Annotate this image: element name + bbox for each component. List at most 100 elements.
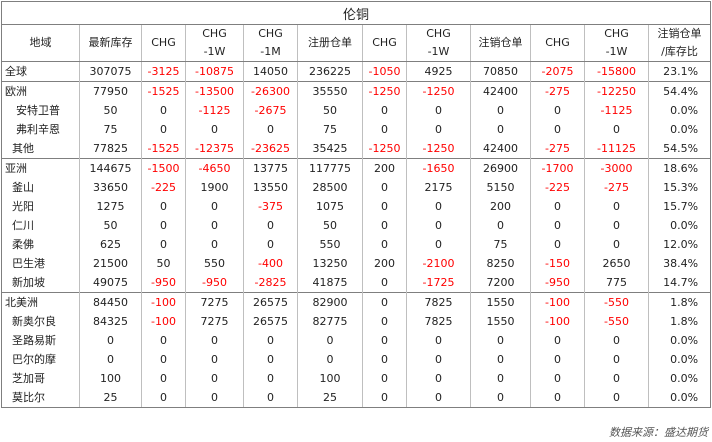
table-row: 芝加哥 100 0 0 0 100 0 0 0 0 0 0.0% — [1, 369, 712, 388]
value-cell: 0 — [530, 388, 585, 408]
value-cell: 0 — [362, 388, 407, 408]
value-cell: 0 — [185, 120, 244, 139]
ratio-cell: 15.3% — [648, 178, 712, 197]
value-cell: 75 — [79, 120, 142, 139]
value-cell: 0 — [362, 331, 407, 350]
region-name: 芝加哥 — [1, 369, 80, 388]
value-cell: -1650 — [406, 158, 471, 178]
value-cell: -12250 — [584, 81, 649, 101]
value-cell: -1125 — [584, 101, 649, 120]
value-cell: 8250 — [470, 254, 531, 273]
value-cell: 35425 — [297, 139, 363, 159]
header-latest-stock: 最新库存 — [79, 24, 142, 62]
value-cell: 307075 — [79, 61, 142, 82]
value-cell: -1725 — [406, 273, 471, 293]
value-cell: -2075 — [530, 61, 585, 82]
value-cell: 0 — [141, 216, 186, 235]
header-chg: CHG — [141, 24, 186, 62]
header-row: 地域 最新库存 CHG CHG -1W CHG -1M 注册仓单 CHG CHG -1… — [1, 24, 712, 62]
value-cell: 2650 — [584, 254, 649, 273]
value-cell: 25 — [297, 388, 363, 408]
ratio-cell: 1.8% — [648, 292, 712, 312]
value-cell: -1250 — [406, 139, 471, 159]
ratio-cell: 0.0% — [648, 216, 712, 235]
value-cell: -1250 — [406, 81, 471, 101]
ratio-cell: 0.0% — [648, 369, 712, 388]
value-cell: -100 — [530, 292, 585, 312]
value-cell: 84450 — [79, 292, 142, 312]
value-cell: 0 — [362, 101, 407, 120]
value-cell: 21500 — [79, 254, 142, 273]
value-cell: -950 — [185, 273, 244, 293]
value-cell: 82900 — [297, 292, 363, 312]
value-cell: 26575 — [243, 312, 298, 331]
table-row: 仁川 50 0 0 0 50 0 0 0 0 0 0.0% — [1, 216, 712, 235]
ratio-cell: 12.0% — [648, 235, 712, 254]
value-cell: -100 — [141, 312, 186, 331]
value-cell: 0 — [362, 369, 407, 388]
value-cell: -550 — [584, 292, 649, 312]
value-cell: -13500 — [185, 81, 244, 101]
value-cell: 0 — [141, 331, 186, 350]
value-cell: 0 — [362, 197, 407, 216]
value-cell: 0 — [530, 120, 585, 139]
value-cell: 13250 — [297, 254, 363, 273]
value-cell: 49075 — [79, 273, 142, 293]
value-cell: 236225 — [297, 61, 363, 82]
value-cell: 144675 — [79, 158, 142, 178]
value-cell: 0 — [79, 350, 142, 369]
value-cell: 77950 — [79, 81, 142, 101]
inventory-table: 伦铜 地域 最新库存 CHG CHG -1W CHG -1M 注册仓单 CHG CH… — [0, 1, 712, 408]
ratio-cell: 0.0% — [648, 120, 712, 139]
ratio-cell: 23.1% — [648, 61, 712, 82]
value-cell: 26900 — [470, 158, 531, 178]
value-cell: 7275 — [185, 312, 244, 331]
value-cell: -1250 — [362, 139, 407, 159]
value-cell: 100 — [297, 369, 363, 388]
region-name: 釜山 — [1, 178, 80, 197]
value-cell: 0 — [243, 235, 298, 254]
value-cell: 0 — [362, 235, 407, 254]
value-cell: 0 — [185, 369, 244, 388]
value-cell: 0 — [584, 369, 649, 388]
table-row: 全球 307075 -3125 -10875 14050 236225 -1050 4925 7… — [1, 61, 712, 82]
value-cell: 0 — [584, 388, 649, 408]
header-region: 地域 — [1, 24, 80, 62]
value-cell: 550 — [297, 235, 363, 254]
value-cell: -11125 — [584, 139, 649, 159]
header-cancelled-chg: CHG — [530, 24, 585, 62]
value-cell: -15800 — [584, 61, 649, 82]
value-cell: 50 — [297, 101, 363, 120]
region-name: 全球 — [1, 61, 80, 82]
value-cell: 0 — [362, 216, 407, 235]
table-title: 伦铜 — [0, 1, 712, 25]
ratio-cell: 18.6% — [648, 158, 712, 178]
value-cell: 70850 — [470, 61, 531, 82]
table-row: 新奥尔良 84325 -100 7275 26575 82775 0 7825 1550 -100… — [1, 312, 712, 331]
value-cell: 33650 — [79, 178, 142, 197]
value-cell: 2175 — [406, 178, 471, 197]
value-cell: 0 — [584, 331, 649, 350]
value-cell: 7200 — [470, 273, 531, 293]
value-cell: 75 — [470, 235, 531, 254]
region-name: 新奥尔良 — [1, 312, 80, 331]
value-cell: 26575 — [243, 292, 298, 312]
value-cell: 0 — [470, 101, 531, 120]
value-cell: 0 — [530, 369, 585, 388]
value-cell: 0 — [141, 369, 186, 388]
value-cell: 550 — [185, 254, 244, 273]
value-cell: 42400 — [470, 139, 531, 159]
value-cell: 775 — [584, 273, 649, 293]
ratio-cell: 0.0% — [648, 350, 712, 369]
header-cancelled-warrants: 注销仓单 — [470, 24, 531, 62]
value-cell: -1050 — [362, 61, 407, 82]
value-cell: -2675 — [243, 101, 298, 120]
header-chg-1m: CHG -1M — [243, 24, 298, 62]
value-cell: 0 — [243, 350, 298, 369]
value-cell: 200 — [470, 197, 531, 216]
value-cell: -1500 — [141, 158, 186, 178]
value-cell: 0 — [243, 388, 298, 408]
value-cell: -2825 — [243, 273, 298, 293]
table-row: 圣路易斯 0 0 0 0 0 0 0 0 0 0 0.0% — [1, 331, 712, 350]
value-cell: 50 — [141, 254, 186, 273]
